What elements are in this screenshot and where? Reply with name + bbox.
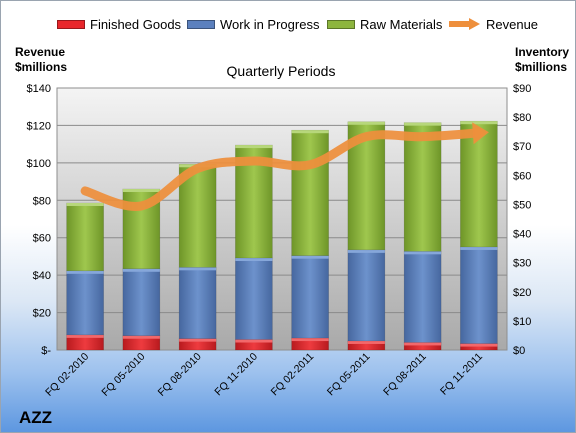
bar-cap-raw-materials: [460, 121, 498, 125]
bar-cap-finished-goods: [122, 335, 160, 339]
bar-raw-materials: [66, 202, 104, 272]
bar-cap-work-in-progress: [404, 251, 442, 255]
right-axis-title: Inventory $millions: [515, 45, 569, 75]
bar-cap-raw-materials: [66, 202, 104, 206]
right-tick-label: $20: [513, 287, 531, 299]
legend-item-work-in-progress: Work in Progress: [187, 15, 319, 33]
bar-cap-raw-materials: [347, 121, 385, 125]
bar-cap-finished-goods: [347, 340, 385, 344]
revenue-line-layer: [80, 122, 489, 211]
bar-work-in-progress: [178, 267, 217, 339]
category-label: FQ 11-2010: [212, 351, 260, 399]
bar-raw-materials: [460, 120, 498, 248]
left-tick-label: $20: [33, 308, 51, 320]
legend-swatch-raw-materials: [327, 19, 355, 29]
left-tick-label: $-: [41, 345, 51, 357]
bar-work-in-progress: [122, 268, 161, 337]
bar-work-in-progress: [235, 257, 273, 340]
legend-label-finished-goods: Finished Goods: [90, 16, 182, 32]
right-tick-label: $90: [513, 83, 531, 95]
bar-work-in-progress: [403, 251, 442, 343]
right-axis-ticks: $0 $10 $20 $30 $40 $50 $60 $70 $80 $90: [513, 83, 531, 357]
bar-cap-finished-goods: [404, 342, 442, 346]
bar-cap-raw-materials: [291, 130, 329, 134]
bar-cap-finished-goods: [66, 334, 104, 338]
company-name: AZZ: [19, 408, 53, 427]
category-label: FQ 05-2010: [99, 351, 147, 399]
bar-cap-work-in-progress: [291, 255, 329, 259]
bar-cap-finished-goods: [179, 338, 217, 342]
legend-swatch-work-in-progress: [187, 19, 215, 29]
left-tick-label: $80: [33, 195, 51, 207]
bar-cap-finished-goods: [460, 343, 498, 347]
bar-work-in-progress: [460, 246, 498, 344]
legend-label-work-in-progress: Work in Progress: [220, 16, 320, 32]
category-label: FQ 11-2011: [438, 351, 485, 398]
left-axis-title: Revenue $millions: [15, 45, 67, 75]
category-label: FQ 08-2010: [156, 351, 204, 399]
bar-cap-raw-materials: [235, 145, 273, 149]
left-tick-label: $100: [27, 158, 51, 170]
bar-raw-materials: [403, 122, 442, 252]
bar-cap-work-in-progress: [235, 258, 273, 262]
bar-cap-work-in-progress: [66, 270, 104, 274]
right-tick-label: $80: [513, 112, 531, 124]
left-tick-label: $40: [33, 270, 51, 282]
left-tick-label: $120: [27, 120, 51, 132]
right-tick-label: $10: [513, 316, 531, 328]
category-label: FQ 05-2011: [325, 351, 373, 399]
legend-item-revenue: Revenue: [449, 15, 538, 33]
left-axis-ticks: $- $20 $40 $60 $80 $100 $120 $140: [27, 83, 52, 357]
right-tick-label: $40: [513, 229, 531, 241]
legend-label-revenue: Revenue: [486, 16, 539, 32]
bar-cap-finished-goods: [235, 339, 273, 343]
legend-item-finished-goods: Finished Goods: [57, 15, 181, 33]
right-tick-label: $70: [513, 141, 531, 153]
legend-arrow-icon: [449, 18, 480, 30]
bar-cap-raw-materials: [404, 122, 442, 126]
right-axis-title-line1: Inventory: [515, 45, 570, 59]
right-tick-label: $0: [513, 345, 525, 357]
bars: [66, 120, 498, 351]
category-label: FQ 02-2011: [269, 351, 317, 399]
bar-work-in-progress: [291, 255, 329, 339]
right-tick-label: $50: [513, 199, 531, 211]
right-axis-title-line2: $millions: [515, 60, 568, 74]
bar-cap-work-in-progress: [460, 246, 498, 250]
bar-work-in-progress: [347, 249, 386, 342]
left-axis-title-line2: $millions: [15, 60, 68, 74]
legend-swatch-finished-goods: [57, 19, 85, 29]
chart-title: Quarterly Periods: [226, 63, 336, 79]
left-axis-title-line1: Revenue: [15, 45, 66, 59]
category-label: FQ 08-2011: [381, 351, 429, 399]
bar-cap-raw-materials: [122, 189, 160, 193]
bar-cap-work-in-progress: [347, 249, 385, 253]
right-tick-label: $30: [513, 258, 531, 270]
bar-raw-materials: [291, 129, 329, 256]
left-tick-label: $140: [27, 83, 51, 95]
legend: Finished Goods Work in Progress Raw Mate…: [1, 15, 575, 35]
right-tick-label: $60: [513, 170, 531, 182]
left-tick-label: $60: [33, 233, 51, 245]
legend-item-raw-materials: Raw Materials: [327, 15, 442, 33]
category-axis-labels: FQ 02-2010 FQ 05-2010 FQ 08-2010 FQ 11-2010…: [43, 351, 485, 399]
revenue-line: [80, 128, 484, 211]
revenue-arrowhead: [472, 122, 489, 145]
legend-label-raw-materials: Raw Materials: [360, 16, 443, 32]
category-label: FQ 02-2010: [43, 351, 91, 399]
bar-cap-work-in-progress: [122, 268, 160, 272]
bar-cap-finished-goods: [291, 338, 329, 342]
bar-work-in-progress: [66, 270, 104, 336]
bar-cap-work-in-progress: [179, 267, 217, 271]
